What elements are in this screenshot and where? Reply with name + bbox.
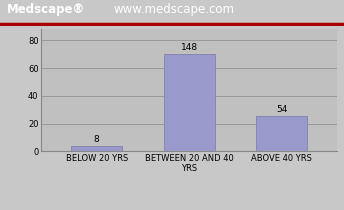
- Text: 148: 148: [181, 43, 198, 52]
- Bar: [256, 116, 307, 151]
- Bar: [71, 146, 122, 151]
- Text: Medscape®: Medscape®: [7, 4, 85, 16]
- Text: 8: 8: [94, 135, 100, 144]
- Text: 54: 54: [276, 105, 287, 114]
- Text: www.medscape.com: www.medscape.com: [114, 4, 235, 16]
- Bar: [164, 54, 215, 151]
